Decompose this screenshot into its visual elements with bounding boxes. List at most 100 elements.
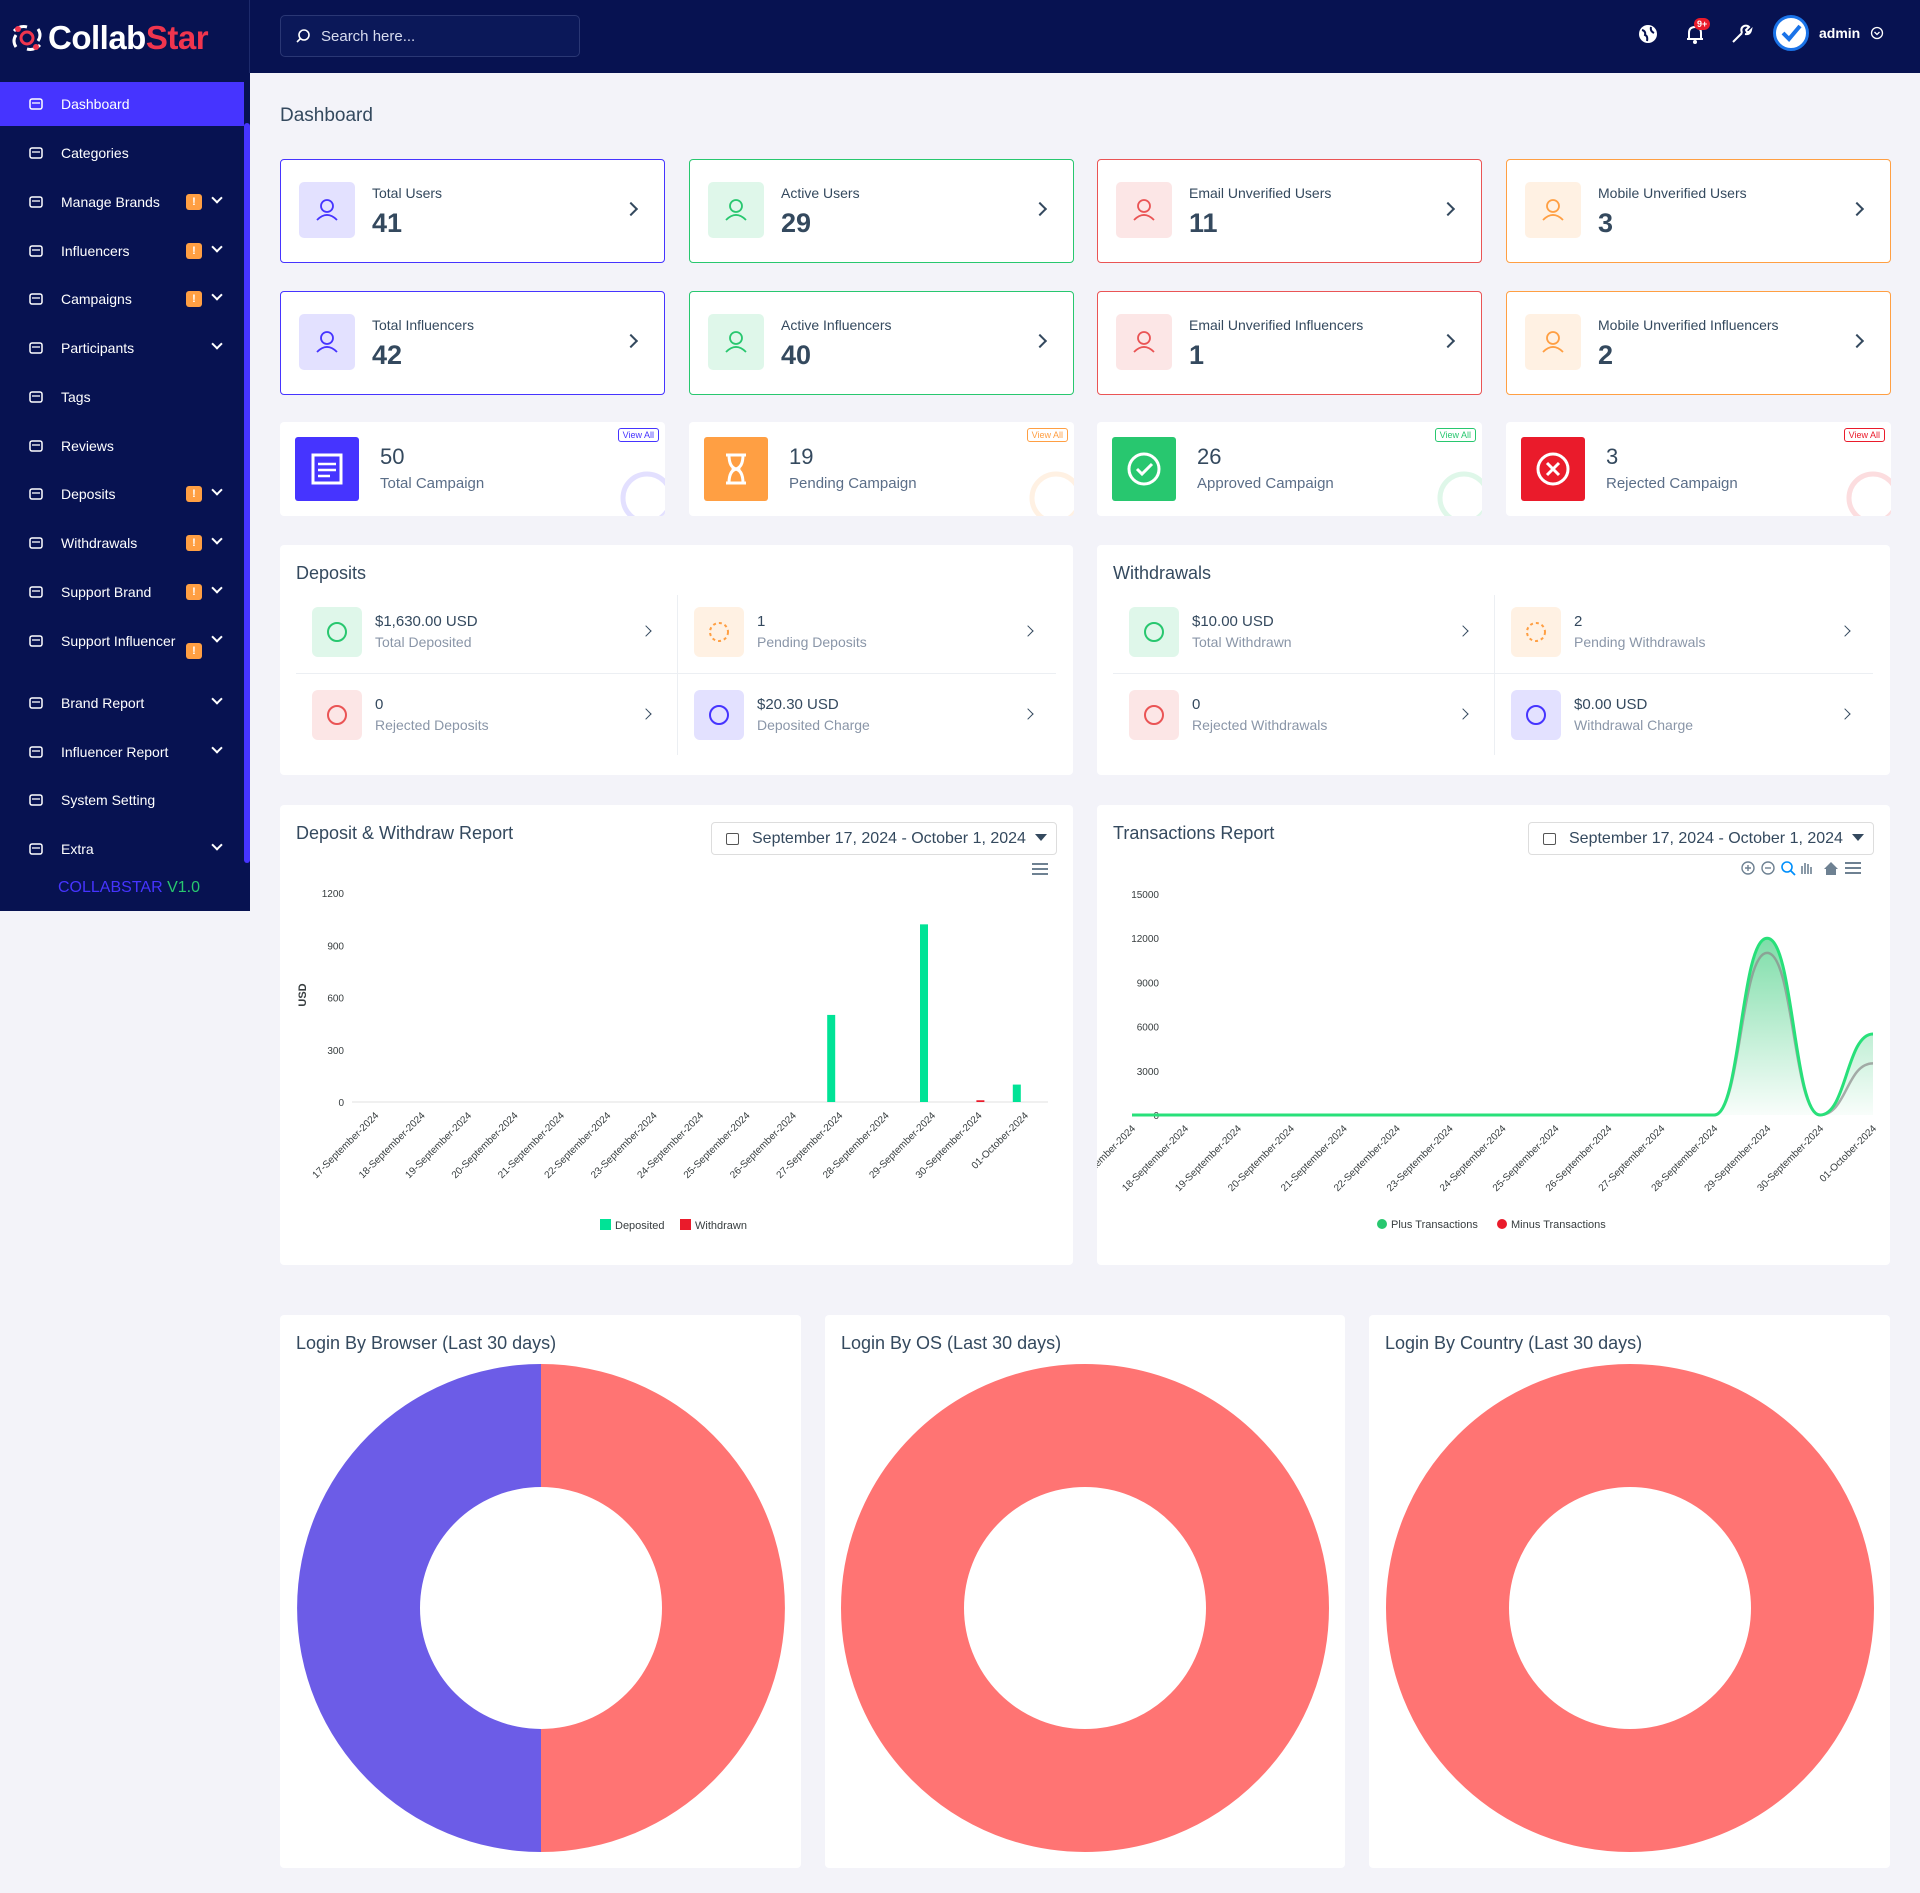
chevron-right-icon[interactable]	[1022, 625, 1034, 637]
stat-card-mobile-unverified-users[interactable]: Mobile Unverified Users 3	[1506, 159, 1891, 263]
withdrawals-item-pending-withdrawals[interactable]: 2 Pending Withdrawals	[1495, 591, 1877, 673]
chart-menu-icon[interactable]	[1845, 862, 1861, 874]
chart-menu-icon[interactable]	[1032, 863, 1048, 875]
brand-logo[interactable]: Collab Star	[10, 18, 209, 58]
globe-icon[interactable]	[1636, 22, 1660, 46]
chevron-right-icon[interactable]	[1457, 708, 1469, 720]
chart-toolbar	[1741, 861, 1861, 876]
stat-label: Email Unverified Users	[1189, 185, 1332, 201]
chevron-down-icon[interactable]	[211, 533, 223, 545]
sidebar-item-extra[interactable]: Extra	[0, 827, 244, 871]
chevron-down-icon[interactable]	[211, 338, 223, 350]
wrench-icon[interactable]	[1729, 22, 1753, 46]
legend-label[interactable]: Withdrawn	[695, 1220, 747, 1232]
deposits-item-rejected-deposits[interactable]: 0 Rejected Deposits	[296, 674, 678, 756]
legend-marker[interactable]	[680, 1219, 691, 1230]
plus-transactions-line[interactable]	[1132, 936, 1874, 1117]
chevron-circle-down-icon[interactable]	[1870, 26, 1884, 40]
sidebar-item-label: Participants	[61, 340, 135, 356]
bar-deposited[interactable]	[1012, 1084, 1021, 1102]
chevron-right-icon[interactable]	[640, 625, 652, 637]
sidebar-item-influencers[interactable]: Influencers!	[0, 229, 244, 273]
sidebar-item-manage-brands[interactable]: Manage Brands!	[0, 180, 244, 224]
sidebar-item-campaigns[interactable]: Campaigns!	[0, 277, 244, 321]
view-all-link[interactable]: View All	[1434, 428, 1476, 442]
reset-home-icon[interactable]	[1824, 862, 1838, 875]
chevron-right-icon[interactable]	[1032, 201, 1048, 217]
deposits-item-total-deposited[interactable]: $1,630.00 USD Total Deposited	[296, 591, 678, 673]
chevron-right-icon[interactable]	[1849, 201, 1865, 217]
chevron-right-icon[interactable]	[1022, 708, 1034, 720]
report2-date-picker[interactable]: September 17, 2024 - October 1, 2024	[1528, 822, 1874, 855]
sidebar-item-dashboard[interactable]: Dashboard	[0, 82, 244, 126]
report1-date-picker[interactable]: September 17, 2024 - October 1, 2024	[711, 822, 1057, 855]
chevron-down-icon[interactable]	[211, 192, 223, 204]
bar-deposited[interactable]	[827, 1014, 836, 1102]
stat-card-email-unverified-users[interactable]: Email Unverified Users 11	[1097, 159, 1482, 263]
stat-card-active-influencers[interactable]: Active Influencers 40	[689, 291, 1074, 395]
legend-marker[interactable]	[1377, 1219, 1387, 1229]
chevron-down-icon[interactable]	[211, 631, 223, 643]
donut-slice[interactable]	[297, 1364, 541, 1852]
avatar[interactable]	[1773, 15, 1809, 51]
sidebar-item-categories[interactable]: Categories	[0, 131, 244, 175]
sidebar-item-support-brand[interactable]: Support Brand!	[0, 570, 244, 614]
legend-marker[interactable]	[600, 1219, 611, 1230]
sidebar-item-brand-report[interactable]: Brand Report	[0, 681, 244, 725]
chevron-down-icon[interactable]	[211, 484, 223, 496]
sidebar-item-influencer-report[interactable]: Influencer Report	[0, 730, 244, 774]
chevron-right-icon[interactable]	[1839, 708, 1851, 720]
chevron-down-icon[interactable]	[211, 241, 223, 253]
chevron-right-icon[interactable]	[1457, 625, 1469, 637]
bar-withdrawn[interactable]	[976, 1100, 985, 1102]
pan-icon[interactable]	[1801, 863, 1812, 874]
withdrawals-item-rejected-withdrawals[interactable]: 0 Rejected Withdrawals	[1113, 674, 1495, 756]
chevron-down-icon[interactable]	[211, 839, 223, 851]
chevron-down-icon[interactable]	[211, 693, 223, 705]
search-input[interactable]: Search here...	[280, 15, 580, 57]
sidebar-item-system-setting[interactable]: System Setting	[0, 778, 244, 822]
sidebar-item-deposits[interactable]: Deposits!	[0, 472, 244, 516]
chevron-right-icon[interactable]	[1440, 333, 1456, 349]
sidebar-item-tags[interactable]: Tags	[0, 375, 244, 419]
chevron-right-icon[interactable]	[1839, 625, 1851, 637]
chevron-down-icon[interactable]	[211, 742, 223, 754]
view-all-link[interactable]: View All	[1026, 428, 1068, 442]
withdrawals-item-withdrawal-charge[interactable]: $0.00 USD Withdrawal Charge	[1495, 674, 1877, 756]
bar-deposited[interactable]	[920, 924, 928, 1102]
withdrawals-item-total-withdrawn[interactable]: $10.00 USD Total Withdrawn	[1113, 591, 1495, 673]
sidebar-item-participants[interactable]: Participants	[0, 326, 244, 370]
zoom-select-icon[interactable]	[1781, 861, 1796, 876]
chevron-right-icon[interactable]	[1032, 333, 1048, 349]
deposits-item-deposited-charge[interactable]: $20.30 USD Deposited Charge	[678, 674, 1060, 756]
sidebar-scrollbar[interactable]	[244, 123, 250, 863]
donut-slice[interactable]	[1386, 1364, 1874, 1852]
zoom-in-icon[interactable]	[1741, 861, 1755, 875]
legend-label[interactable]: Plus Transactions	[1391, 1219, 1478, 1231]
stat-card-email-unverified-influencers[interactable]: Email Unverified Influencers 1	[1097, 291, 1482, 395]
chevron-down-icon[interactable]	[211, 289, 223, 301]
chevron-right-icon[interactable]	[623, 333, 639, 349]
deposits-item-pending-deposits[interactable]: 1 Pending Deposits	[678, 591, 1060, 673]
stat-card-active-users[interactable]: Active Users 29	[689, 159, 1074, 263]
chevron-right-icon[interactable]	[1440, 201, 1456, 217]
sidebar-item-reviews[interactable]: Reviews	[0, 424, 244, 468]
sidebar-item-support-influencer[interactable]: Support Influencer!	[0, 619, 244, 663]
chevron-right-icon[interactable]	[640, 708, 652, 720]
stat-card-total-users[interactable]: Total Users 41	[280, 159, 665, 263]
zoom-out-icon[interactable]	[1761, 861, 1775, 875]
stat-card-mobile-unverified-influencers[interactable]: Mobile Unverified Influencers 2	[1506, 291, 1891, 395]
legend-label[interactable]: Deposited	[615, 1220, 665, 1232]
user-name[interactable]: admin	[1819, 25, 1861, 41]
chevron-right-icon[interactable]	[623, 201, 639, 217]
chevron-right-icon[interactable]	[1849, 333, 1865, 349]
sidebar-item-withdrawals[interactable]: Withdrawals!	[0, 521, 244, 565]
stat-card-total-influencers[interactable]: Total Influencers 42	[280, 291, 665, 395]
donut-slice[interactable]	[841, 1364, 1329, 1852]
donut-slice[interactable]	[541, 1364, 785, 1852]
view-all-link[interactable]: View All	[617, 428, 659, 442]
chevron-down-icon[interactable]	[211, 582, 223, 594]
view-all-link[interactable]: View All	[1843, 428, 1885, 442]
legend-marker[interactable]	[1497, 1219, 1507, 1229]
legend-label[interactable]: Minus Transactions	[1511, 1219, 1606, 1231]
